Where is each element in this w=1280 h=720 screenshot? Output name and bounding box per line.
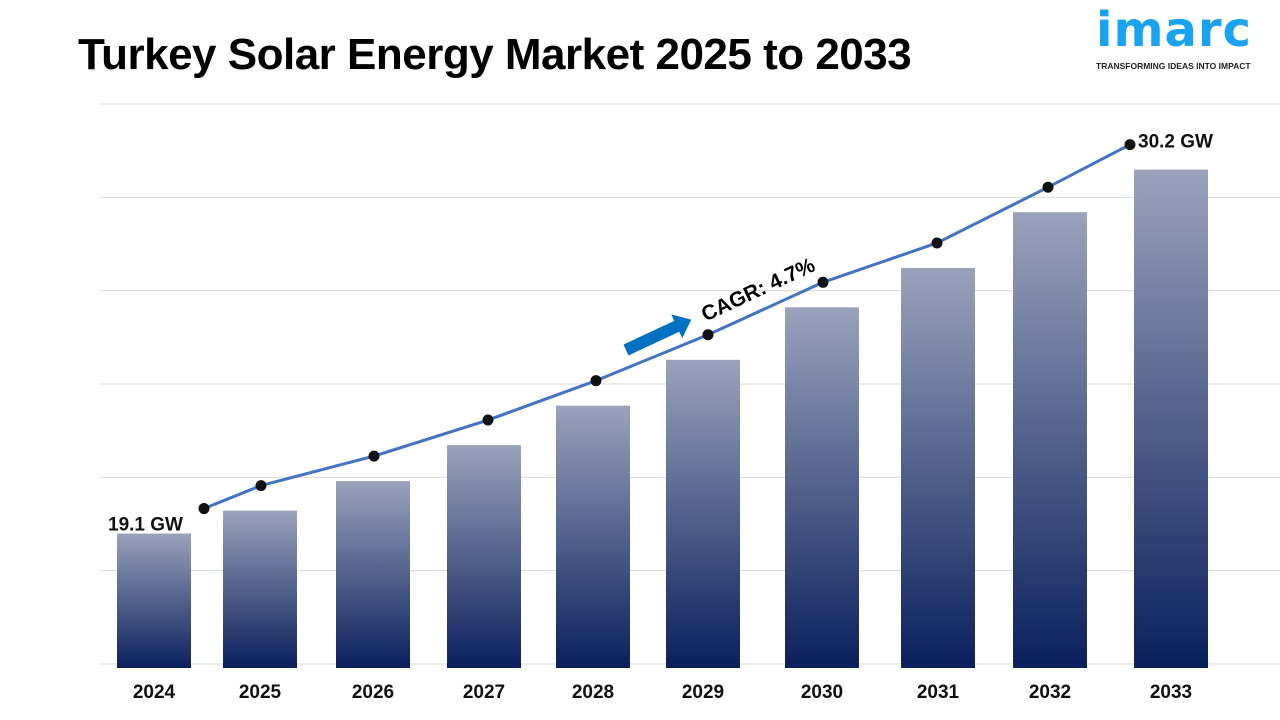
page-title: Turkey Solar Energy Market 2025 to 2033 xyxy=(78,30,912,79)
trend-point xyxy=(931,237,943,249)
trend-point xyxy=(368,450,380,462)
logo-tagline: TRANSFORMING IDEAS INTO IMPACT xyxy=(1096,61,1251,71)
bar-2030 xyxy=(785,307,859,668)
x-tick-label: 2032 xyxy=(1029,682,1071,703)
x-tick-label: 2024 xyxy=(133,682,176,703)
x-tick-label: 2028 xyxy=(572,682,614,703)
trend-point xyxy=(1042,181,1054,193)
x-tick-label: 2025 xyxy=(239,682,282,703)
bar-2026 xyxy=(336,481,410,668)
bar-2024 xyxy=(117,533,191,668)
trend-point xyxy=(1124,139,1136,151)
trend-point xyxy=(482,414,494,426)
trend-point xyxy=(198,503,210,515)
bar-2033 xyxy=(1134,169,1208,668)
data-label-first: 19.1 GW xyxy=(108,515,183,536)
x-tick-label: 2026 xyxy=(352,682,394,703)
trend-point xyxy=(590,375,602,387)
bar-2031 xyxy=(901,267,975,668)
x-tick-label: 2029 xyxy=(682,682,724,703)
x-tick-label: 2030 xyxy=(801,682,843,703)
bar-2032 xyxy=(1013,212,1087,669)
bar-2028 xyxy=(556,405,630,668)
trend-point xyxy=(255,480,267,492)
bar-2027 xyxy=(447,445,521,668)
bar-2029 xyxy=(666,359,740,668)
bar-2025 xyxy=(223,510,297,668)
imarc-logo: imarc TRANSFORMING IDEAS INTO IMPACT xyxy=(1094,0,1280,75)
logo-wordmark: imarc xyxy=(1096,2,1252,58)
x-tick-label: 2031 xyxy=(917,682,960,703)
trend-point xyxy=(702,329,714,341)
x-tick-label: 2033 xyxy=(1150,682,1192,703)
x-tick-label: 2027 xyxy=(463,682,505,703)
trend-line xyxy=(203,143,1131,510)
cagr-arrow-icon xyxy=(623,314,692,356)
data-label-last: 30.2 GW xyxy=(1138,132,1213,153)
trend-point xyxy=(817,276,829,288)
